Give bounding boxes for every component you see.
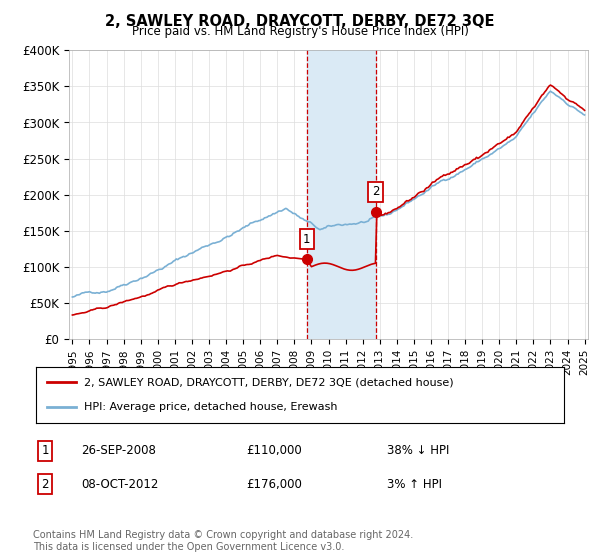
Text: 2: 2 (372, 185, 380, 198)
Text: Contains HM Land Registry data © Crown copyright and database right 2024.
This d: Contains HM Land Registry data © Crown c… (33, 530, 413, 552)
Bar (307, 50, 376, 339)
Text: 2, SAWLEY ROAD, DRAYCOTT, DERBY, DE72 3QE: 2, SAWLEY ROAD, DRAYCOTT, DERBY, DE72 3Q… (105, 14, 495, 29)
Text: 26-SEP-2008: 26-SEP-2008 (81, 444, 156, 458)
Text: £176,000: £176,000 (246, 478, 302, 491)
Text: 08-OCT-2012: 08-OCT-2012 (81, 478, 158, 491)
Text: 1: 1 (303, 233, 311, 246)
Text: 3% ↑ HPI: 3% ↑ HPI (387, 478, 442, 491)
Text: £110,000: £110,000 (246, 444, 302, 458)
Text: 2, SAWLEY ROAD, DRAYCOTT, DERBY, DE72 3QE (detached house): 2, SAWLEY ROAD, DRAYCOTT, DERBY, DE72 3Q… (83, 377, 453, 388)
Text: HPI: Average price, detached house, Erewash: HPI: Average price, detached house, Erew… (83, 402, 337, 412)
Text: 2: 2 (41, 478, 49, 491)
Text: 38% ↓ HPI: 38% ↓ HPI (387, 444, 449, 458)
Text: Price paid vs. HM Land Registry's House Price Index (HPI): Price paid vs. HM Land Registry's House … (131, 25, 469, 38)
Text: 1: 1 (41, 444, 49, 458)
